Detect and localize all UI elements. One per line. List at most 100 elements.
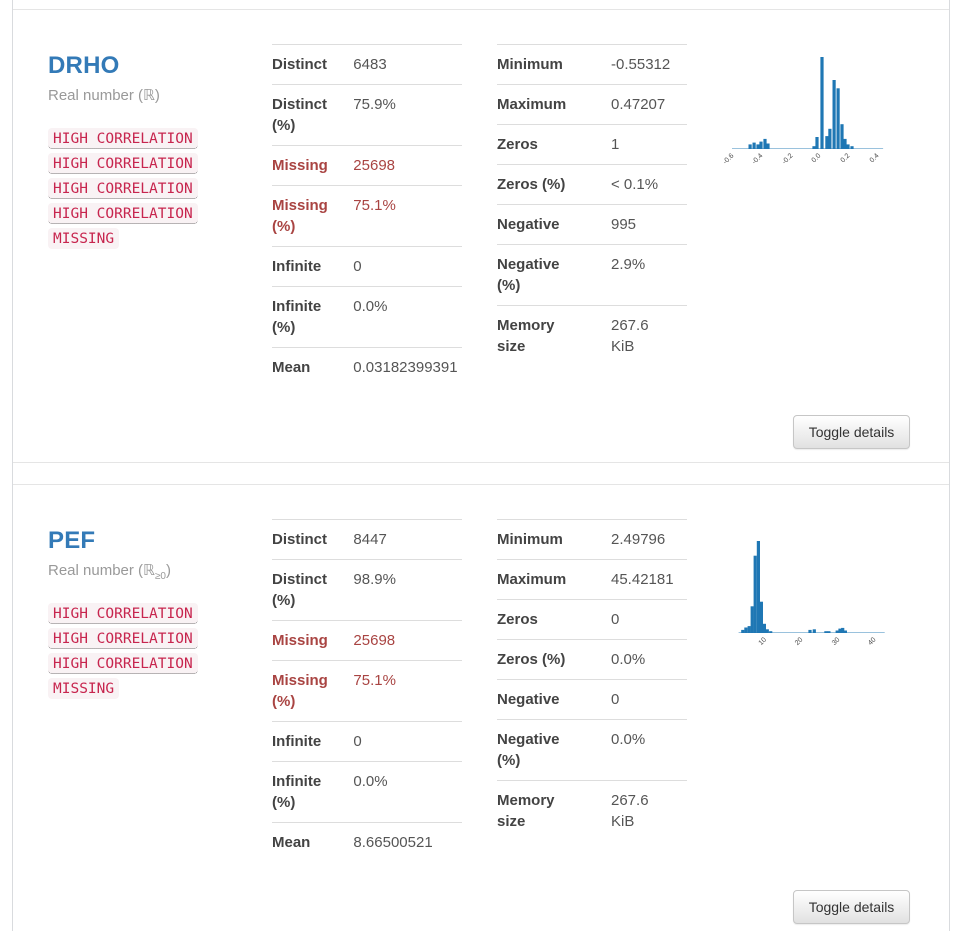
svg-text:10: 10: [758, 636, 769, 647]
stat-value: 0.0%: [353, 298, 388, 315]
svg-text:0.2: 0.2: [840, 152, 852, 164]
mini-histogram: 10 20 30 40: [693, 537, 908, 672]
stat-row: Minimum -0.55312: [497, 44, 687, 85]
stat-value: 6483: [353, 56, 387, 73]
stat-label: Infinite: [272, 258, 322, 275]
stat-value: 25698: [353, 632, 396, 649]
stat-label: Zeros: [497, 136, 538, 153]
stat-row: Mean 0.03182399391: [272, 347, 462, 388]
stat-label: Zeros: [497, 611, 538, 628]
stat-row: Memory size 267.6 KiB: [497, 305, 687, 367]
stat-row: Missing 25698: [272, 620, 462, 661]
stat-value: 0.0%: [353, 773, 388, 790]
stat-value: < 0.1%: [611, 176, 659, 193]
stat-label: Memory size: [497, 317, 555, 355]
overview-stats-table: Distinct 8447 Distinct (%) 98.9% Missing 2569…: [272, 519, 462, 862]
stat-label: Minimum: [497, 531, 563, 548]
stat-row: Maximum 0.47207: [497, 84, 687, 125]
stat-label: Zeros (%): [497, 176, 566, 193]
stat-row: Negative 0: [497, 679, 687, 720]
alerts-list: HIGH CORRELATION HIGH CORRELATION HIGH COR…: [48, 128, 198, 253]
stat-row: Infinite (%) 0.0%: [272, 761, 462, 823]
stat-label: Missing (%): [272, 672, 328, 710]
stat-label: Negative: [497, 216, 560, 233]
stat-value: 1: [611, 136, 620, 153]
alerts-list: HIGH CORRELATION HIGH CORRELATION HIGH COR…: [48, 603, 198, 703]
stat-label: Distinct: [272, 531, 328, 548]
stat-value: 98.9%: [353, 571, 396, 588]
stat-row: Negative (%) 0.0%: [497, 719, 687, 781]
variable-name-link[interactable]: DRHO: [48, 52, 120, 79]
stat-value: 2.49796: [611, 531, 666, 548]
mini-histogram-svg: -0.6 -0.4 -0.2 0.0 0.2 0.4: [722, 57, 884, 166]
stat-value: 2.9%: [611, 256, 646, 273]
variable-name-link[interactable]: PEF: [48, 527, 96, 554]
stat-label: Zeros (%): [497, 651, 566, 668]
range-stats-table: Minimum -0.55312 Maximum 0.47207 Zeros 1 Zeros…: [497, 44, 687, 366]
stat-row: Minimum 2.49796: [497, 519, 687, 560]
alert-badge: MISSING: [48, 678, 120, 699]
toggle-details-button[interactable]: Toggle details: [793, 890, 910, 924]
stat-value: 0.0%: [611, 651, 646, 668]
toggle-details-button[interactable]: Toggle details: [793, 415, 910, 449]
variable-type: Real number (ℝ): [48, 87, 160, 104]
svg-text:-0.4: -0.4: [751, 152, 765, 166]
stat-value: 995: [611, 216, 637, 233]
stat-row: Infinite (%) 0.0%: [272, 286, 462, 348]
stat-value: 8.66500521: [353, 834, 433, 851]
variable-info: PEF Real number (ℝ≥0): [48, 527, 263, 586]
mini-histogram-svg: 10 20 30 40: [738, 541, 885, 647]
stat-value: 0.47207: [611, 96, 666, 113]
stat-value: 75.9%: [353, 96, 396, 113]
svg-text:0.0: 0.0: [811, 152, 823, 164]
alert-badge: HIGH CORRELATION: [48, 653, 198, 674]
stat-row: Distinct (%) 98.9%: [272, 559, 462, 621]
stat-row: Infinite 0: [272, 246, 462, 287]
stat-row: Infinite 0: [272, 721, 462, 762]
stat-label: Distinct: [272, 56, 328, 73]
stat-row: Negative (%) 2.9%: [497, 244, 687, 306]
stat-value: 25698: [353, 157, 396, 174]
stat-label: Distinct (%): [272, 96, 328, 134]
stat-value: 0.03182399391: [353, 359, 458, 376]
stat-row: Distinct 8447: [272, 519, 462, 560]
stat-label: Infinite: [272, 733, 322, 750]
variable-card-pef: PEF Real number (ℝ≥0) HIGH CORRELATION HI…: [13, 484, 949, 947]
stat-row: Negative 995: [497, 204, 687, 245]
stat-value: -0.55312: [611, 56, 671, 73]
stat-row: Distinct (%) 75.9%: [272, 84, 462, 146]
stat-label: Maximum: [497, 96, 567, 113]
stat-row: Maximum 45.42181: [497, 559, 687, 600]
stat-label: Negative (%): [497, 256, 560, 294]
stat-label: Distinct (%): [272, 571, 328, 609]
stat-label: Maximum: [497, 571, 567, 588]
variable-card-drho: DRHO Real number (ℝ) HIGH CORRELATION HIG…: [13, 9, 949, 463]
stat-value: 75.1%: [353, 672, 396, 689]
alert-badge: MISSING: [48, 228, 120, 249]
stat-row: Zeros 1: [497, 124, 687, 165]
svg-text:30: 30: [831, 636, 842, 647]
panel-left-border: [12, 0, 13, 931]
stat-label: Missing (%): [272, 197, 328, 235]
stat-value: 0: [353, 733, 362, 750]
stat-label: Mean: [272, 834, 311, 851]
stat-label: Mean: [272, 359, 311, 376]
stat-row: Zeros 0: [497, 599, 687, 640]
variable-info: DRHO Real number (ℝ): [48, 52, 263, 111]
stat-row: Distinct 6483: [272, 44, 462, 85]
alert-badge: HIGH CORRELATION: [48, 603, 198, 624]
stat-row: Missing 25698: [272, 145, 462, 186]
stat-value: 267.6 KiB: [611, 792, 649, 830]
panel-right-border: [949, 0, 950, 931]
alert-badge: HIGH CORRELATION: [48, 628, 198, 649]
stat-value: 75.1%: [353, 197, 396, 214]
stat-row: Zeros (%) 0.0%: [497, 639, 687, 680]
stat-label: Memory size: [497, 792, 555, 830]
stat-label: Negative (%): [497, 731, 560, 769]
range-stats-table: Minimum 2.49796 Maximum 45.42181 Zeros 0 Zeros…: [497, 519, 687, 841]
alert-badge: HIGH CORRELATION: [48, 128, 198, 149]
stat-row: Memory size 267.6 KiB: [497, 780, 687, 842]
stat-value: 0: [611, 611, 620, 628]
stat-label: Negative: [497, 691, 560, 708]
overview-stats-table: Distinct 6483 Distinct (%) 75.9% Missing 2569…: [272, 44, 462, 387]
